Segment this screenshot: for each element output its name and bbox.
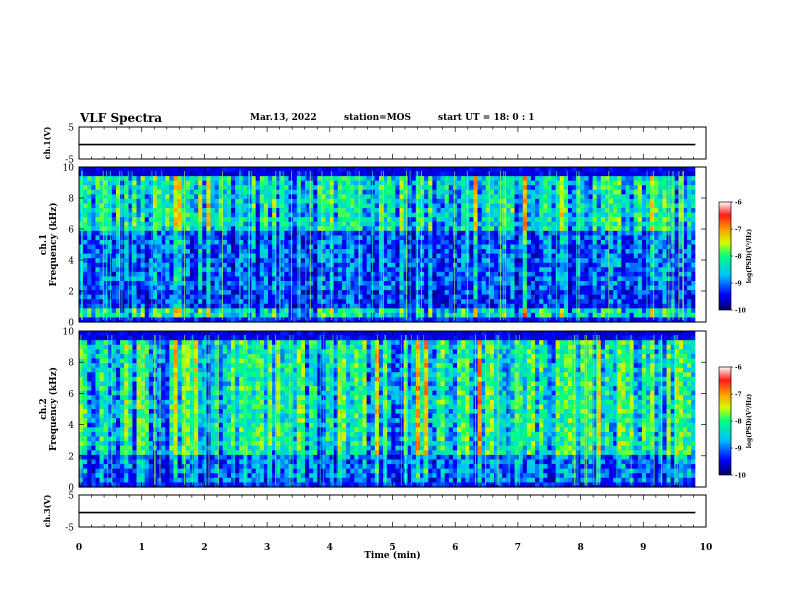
- ytick-label-ch.1: 2: [68, 288, 74, 298]
- colorbar-tick-label: -8: [735, 419, 742, 426]
- colorbar-tick-label: -10: [735, 473, 746, 480]
- colorbar-tick-label: -10: [735, 308, 746, 315]
- ytick-label-ch.3: 5: [68, 492, 74, 502]
- colorbar-tick-label: -8: [735, 254, 742, 261]
- colorbar-tick-label: -7: [735, 392, 742, 399]
- spectrogram-ch.1: [79, 167, 706, 323]
- ytick-label-ch.2: 8: [68, 359, 74, 369]
- colorbar-label: log(PSD)(V²/Hz): [746, 394, 753, 449]
- ylabel-ch.3: ch.3(V): [42, 494, 52, 527]
- ytick-label-ch.2: 6: [68, 390, 74, 400]
- xtick-label: 8: [577, 543, 583, 553]
- xtick-label: 9: [640, 543, 646, 553]
- ytick-label-ch.1: 5: [68, 124, 74, 134]
- colorbar-label: log(PSD)(V²/Hz): [746, 229, 753, 284]
- ytick-label-ch.2: 4: [68, 421, 74, 431]
- xtick-label: 2: [201, 543, 207, 553]
- ylabel-sub-ch.1: Frequency (kHz): [48, 202, 59, 286]
- colorbar-tick-label: -6: [735, 365, 742, 372]
- xtick-label: 4: [327, 543, 333, 553]
- colorbar-tick-label: -9: [735, 446, 742, 453]
- xtick-label: 0: [76, 543, 82, 553]
- ytick-label-ch.2: 2: [68, 452, 74, 462]
- xtick-label: 3: [264, 543, 270, 553]
- colorbar-ch.1: -6 -7 -8 -9 -10 log(PSD)(V²/Hz): [719, 200, 753, 315]
- ytick-label-ch.1: 10: [63, 164, 75, 174]
- ylabel-ch.2: ch.2: [39, 398, 49, 419]
- ytick-label-ch.2: 10: [63, 328, 75, 338]
- xaxis-label: Time (min): [364, 550, 421, 561]
- ylabel-ch.1: ch.1: [39, 234, 49, 255]
- xtick-label: 7: [515, 543, 521, 553]
- xtick-label: 6: [452, 543, 458, 553]
- ytick-label-ch.1: 4: [68, 257, 74, 267]
- spectrogram-ch.2: [79, 331, 706, 488]
- ytick-label-ch.1: 6: [68, 226, 74, 236]
- ytick-label-ch.3: -5: [65, 524, 74, 534]
- colorbar-tick-label: -6: [735, 200, 742, 207]
- colorbar-ch.2: -6 -7 -8 -9 -10 log(PSD)(V²/Hz): [719, 365, 753, 480]
- ytick-label-ch.1: 8: [68, 195, 74, 205]
- colorbar-tick-label: -9: [735, 281, 742, 288]
- colorbar-tick-label: -7: [735, 227, 742, 234]
- xtick-label: 1: [139, 543, 145, 553]
- ylabel-ch.1: ch.1(V): [42, 126, 52, 159]
- ylabel-sub-ch.2: Frequency (kHz): [48, 367, 59, 451]
- xtick-label: 10: [700, 543, 713, 553]
